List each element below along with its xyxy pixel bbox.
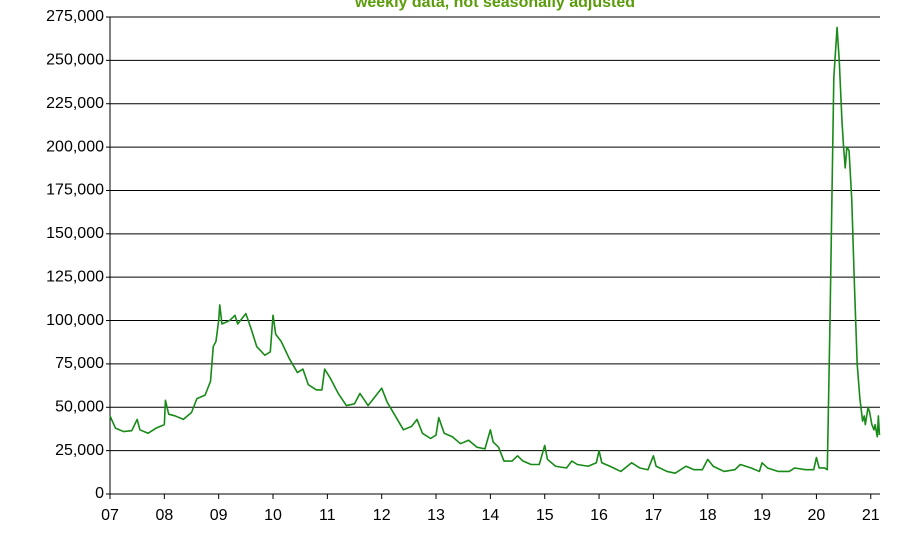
y-tick-label: 150,000	[46, 225, 104, 242]
y-tick-label: 75,000	[55, 355, 104, 372]
x-tick-label: 12	[373, 507, 391, 524]
y-tick-label: 275,000	[46, 8, 104, 25]
x-tick-label: 07	[101, 507, 119, 524]
x-tick-label: 08	[155, 507, 173, 524]
x-tick-label: 15	[536, 507, 554, 524]
x-tick-label: 11	[319, 507, 336, 524]
x-tick-label: 14	[481, 507, 499, 524]
data-line	[109, 26, 881, 474]
y-tick-label: 100,000	[46, 312, 104, 329]
y-tick-label: 50,000	[55, 398, 104, 415]
y-tick-label: 25,000	[55, 442, 104, 459]
x-tick-label: 21	[862, 507, 880, 524]
x-tick-label: 13	[427, 507, 445, 524]
y-tick-label: 225,000	[46, 95, 104, 112]
y-tick-label: 0	[95, 485, 104, 502]
y-tick-label: 175,000	[46, 182, 104, 199]
x-tick-label: 17	[645, 507, 663, 524]
x-tick-label: 19	[753, 507, 771, 524]
x-tick-label: 20	[808, 507, 826, 524]
y-tick-label: 200,000	[46, 138, 104, 155]
x-tick-label: 18	[699, 507, 717, 524]
chart-subtitle: weekly data, not seasonally adjusted	[354, 0, 635, 11]
y-tick-label: 250,000	[46, 52, 104, 69]
x-tick-label: 16	[590, 507, 608, 524]
x-tick-label: 09	[210, 507, 228, 524]
x-tick-label: 10	[264, 507, 282, 524]
y-tick-label: 125,000	[46, 268, 104, 285]
